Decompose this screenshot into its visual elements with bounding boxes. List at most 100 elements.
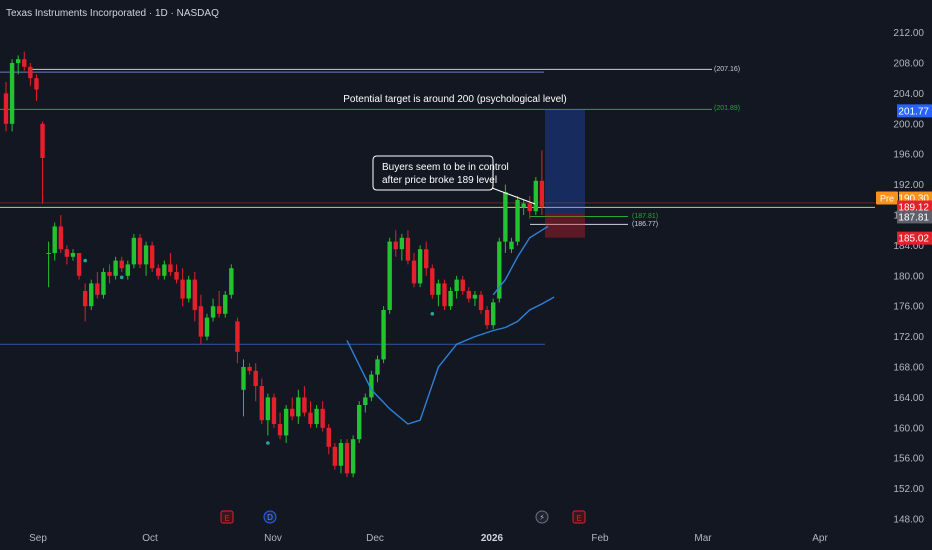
candle-body: [448, 291, 453, 307]
candle-body: [168, 264, 173, 272]
candle-body: [162, 264, 167, 276]
candle-body: [326, 427, 331, 447]
level-207-label: (207.16): [714, 66, 740, 73]
candle-body: [515, 199, 520, 242]
candle-body: [241, 367, 246, 390]
candle-body: [283, 408, 289, 436]
candle-body: [454, 279, 459, 291]
dividend-glyph: D: [267, 513, 273, 522]
candle-body: [290, 408, 295, 417]
candle-body: [137, 237, 143, 265]
time-label-nov: Nov: [264, 533, 282, 544]
candle-body: [125, 264, 130, 276]
candle-body: [357, 405, 362, 440]
event-markers[interactable]: E D ⚡ E: [220, 510, 586, 524]
symbol-title: Texas Instruments Incorporated · 1D · NA…: [6, 8, 219, 19]
candle-body: [442, 283, 447, 307]
callout-box[interactable]: Buyers seem to be in control after price…: [372, 155, 536, 205]
candle-body: [381, 310, 386, 360]
candle-body: [424, 249, 429, 269]
candle-body: [436, 283, 441, 295]
candlesticks: [3, 51, 549, 478]
candle-body: [491, 302, 496, 326]
candle-body: [95, 283, 100, 295]
candle-body: [76, 253, 82, 276]
candle-body: [417, 249, 423, 284]
price-badge: [897, 231, 932, 245]
time-axis[interactable]: Sep Oct Nov Dec 2026 Feb Mar Apr: [29, 533, 828, 544]
position-box[interactable]: [545, 109, 585, 238]
candle-body: [363, 397, 368, 405]
candle-body: [113, 260, 118, 276]
stop-zone: [545, 213, 585, 238]
dividend-event-icon[interactable]: D: [263, 510, 277, 524]
event-dot: [83, 258, 87, 263]
level-187-label: (187.81): [632, 213, 658, 220]
earnings-glyph: E: [224, 514, 229, 523]
candle-body: [302, 397, 307, 413]
candle-body: [15, 59, 21, 63]
candle-body: [229, 268, 234, 295]
level-201-label: (201.89): [714, 105, 740, 112]
candle-body: [460, 279, 465, 291]
price-badge-label: 201.77: [898, 106, 929, 117]
price-badge: [897, 104, 932, 118]
moving-average-line-upper: [492, 225, 549, 296]
candle-body: [527, 203, 532, 212]
candle-body: [101, 272, 106, 295]
time-label-apr: Apr: [812, 533, 828, 544]
target-annotation[interactable]: Potential target is around 200 (psycholo…: [343, 94, 566, 105]
candle-body: [107, 272, 112, 276]
candle-body: [247, 367, 252, 371]
price-tick-label: 152.00: [893, 484, 924, 495]
earnings-event-icon[interactable]: E: [572, 510, 586, 524]
candle-body: [497, 241, 502, 299]
candle-body: [277, 424, 283, 436]
candle-body: [387, 241, 392, 310]
level-186-label: (186.77): [632, 221, 658, 228]
candle-body: [393, 241, 398, 250]
target-zone: [545, 109, 585, 214]
candle-body: [204, 317, 210, 337]
candle-body: [405, 237, 411, 261]
event-dot: [119, 275, 124, 280]
candle-body: [411, 260, 417, 284]
time-label-sep: Sep: [29, 533, 47, 544]
candle-body: [34, 78, 39, 90]
candle-body: [89, 283, 94, 307]
candle-body: [119, 260, 124, 269]
candle-body: [235, 321, 240, 352]
lightning-event-icon[interactable]: ⚡: [535, 510, 549, 524]
candle-body: [253, 370, 258, 386]
candle-body: [198, 306, 204, 337]
callout-line-2: after price broke 189 level: [382, 175, 497, 186]
lightning-glyph: ⚡: [539, 513, 545, 522]
candle-body: [64, 249, 70, 257]
candle-body: [478, 294, 484, 310]
callout-line-1: Buyers seem to be in control: [382, 162, 509, 173]
candle-body: [52, 226, 57, 253]
price-badge: [897, 210, 932, 224]
candle-body: [521, 203, 526, 208]
candle-body: [320, 408, 325, 428]
time-label-dec: Dec: [366, 533, 384, 544]
price-badge-label: 189.12: [898, 202, 929, 213]
price-tick-label: 212.00: [893, 28, 924, 39]
premarket-tag-label: Pre: [880, 194, 894, 204]
earnings-event-icon[interactable]: E: [220, 510, 234, 524]
event-dot: [430, 312, 435, 316]
candle-body: [399, 237, 405, 250]
candle-body: [40, 123, 45, 158]
candle-body: [344, 443, 350, 474]
candle-body: [3, 93, 9, 124]
candle-body: [539, 180, 545, 207]
candle-body: [70, 253, 76, 257]
candle-body: [338, 443, 344, 466]
candle-body: [430, 268, 435, 295]
candle-body: [82, 291, 88, 307]
price-tick-label: 148.00: [893, 515, 924, 526]
candle-body: [308, 412, 313, 424]
